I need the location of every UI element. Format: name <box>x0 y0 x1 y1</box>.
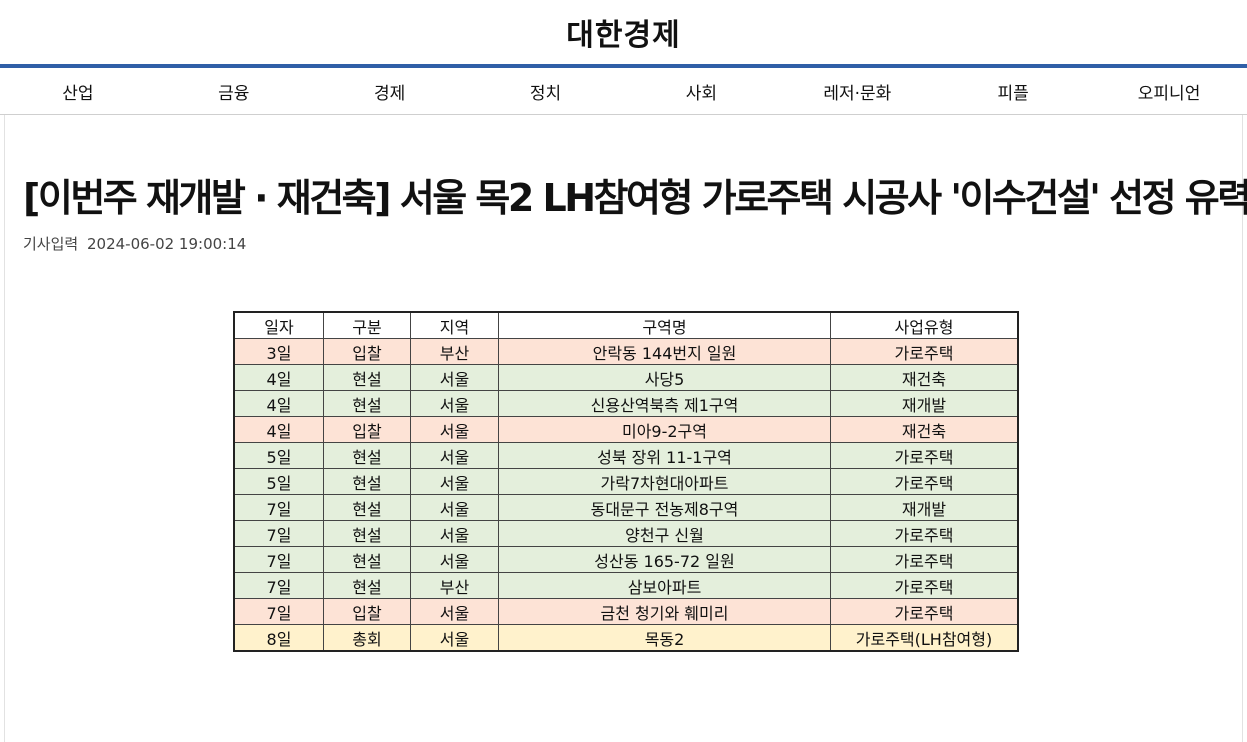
cell-type: 입찰 <box>323 338 411 365</box>
cell-region: 서울 <box>410 416 499 443</box>
main-nav: 산업 금융 경제 정치 사회 레저·문화 피플 오피니언 <box>0 68 1247 115</box>
cell-zone-name: 목동2 <box>498 624 831 652</box>
cell-day: 4일 <box>233 364 324 391</box>
cell-day: 4일 <box>233 390 324 417</box>
table-row: 8일 총회 서울 목동2 가로주택(LH참여형) <box>233 624 1019 652</box>
cell-type: 현설 <box>323 390 411 417</box>
cell-day: 4일 <box>233 416 324 443</box>
site-header: 대한경제 산업 금융 경제 정치 사회 레저·문화 피플 오피니언 <box>0 0 1247 115</box>
cell-day: 7일 <box>233 494 324 521</box>
cell-project-type: 가로주택 <box>830 546 1019 573</box>
cell-project-type: 재건축 <box>830 364 1019 391</box>
site-logo[interactable]: 대한경제 <box>566 18 681 53</box>
table-row: 4일 현설 서울 사당5 재건축 <box>233 364 1019 391</box>
cell-type: 현설 <box>323 572 411 599</box>
article-meta: 기사입력 2024-06-02 19:00:14 <box>23 233 246 254</box>
published-date: 2024-06-02 19:00:14 <box>86 235 247 253</box>
nav-item-industry[interactable]: 산업 <box>62 83 94 104</box>
header-project-type: 사업유형 <box>830 311 1019 339</box>
cell-project-type: 가로주택 <box>830 468 1019 495</box>
cell-zone-name: 성북 장위 11-1구역 <box>498 442 831 469</box>
nav-item-economy[interactable]: 경제 <box>374 83 406 104</box>
cell-type: 입찰 <box>323 598 411 625</box>
cell-day: 8일 <box>233 624 324 652</box>
cell-region: 서울 <box>410 624 499 652</box>
cell-region: 부산 <box>410 572 499 599</box>
cell-zone-name: 사당5 <box>498 364 831 391</box>
table-row: 4일 입찰 서울 미아9-2구역 재건축 <box>233 416 1019 443</box>
header-divider <box>0 64 1247 68</box>
cell-region: 서울 <box>410 520 499 547</box>
masthead: 대한경제 <box>0 0 1247 64</box>
table-row: 7일 현설 서울 동대문구 전농제8구역 재개발 <box>233 494 1019 521</box>
table-row: 5일 현설 서울 성북 장위 11-1구역 가로주택 <box>233 442 1019 469</box>
published-label: 기사입력 <box>23 235 79 253</box>
cell-type: 현설 <box>323 494 411 521</box>
cell-zone-name: 삼보아파트 <box>498 572 831 599</box>
table-row: 7일 입찰 서울 금천 청기와 훼미리 가로주택 <box>233 598 1019 625</box>
cell-day: 5일 <box>233 468 324 495</box>
header-day: 일자 <box>233 311 324 339</box>
table-row: 7일 현설 부산 삼보아파트 가로주택 <box>233 572 1019 599</box>
cell-zone-name: 미아9-2구역 <box>498 416 831 443</box>
cell-project-type: 가로주택 <box>830 520 1019 547</box>
cell-project-type: 재개발 <box>830 494 1019 521</box>
cell-zone-name: 성산동 165-72 일원 <box>498 546 831 573</box>
header-region: 지역 <box>410 311 499 339</box>
table-row: 7일 현설 서울 성산동 165-72 일원 가로주택 <box>233 546 1019 573</box>
cell-project-type: 가로주택(LH참여형) <box>830 624 1019 652</box>
cell-type: 현설 <box>323 520 411 547</box>
nav-item-people[interactable]: 피플 <box>997 83 1029 104</box>
cell-project-type: 재건축 <box>830 416 1019 443</box>
cell-day: 3일 <box>233 338 324 365</box>
cell-region: 부산 <box>410 338 499 365</box>
nav-item-society[interactable]: 사회 <box>685 83 718 104</box>
cell-zone-name: 양천구 신월 <box>498 520 831 547</box>
cell-day: 7일 <box>233 546 324 573</box>
table-row: 4일 현설 서울 신용산역북측 제1구역 재개발 <box>233 390 1019 417</box>
schedule-table: 일자 구분 지역 구역명 사업유형 3일 입찰 부산 안락동 144번지 일원 가로주택… <box>233 311 1019 652</box>
cell-project-type: 가로주택 <box>830 572 1019 599</box>
cell-type: 현설 <box>323 364 411 391</box>
table-row: 5일 현설 서울 가락7차현대아파트 가로주택 <box>233 468 1019 495</box>
cell-region: 서울 <box>410 598 499 625</box>
cell-project-type: 가로주택 <box>830 598 1019 625</box>
cell-region: 서울 <box>410 364 499 391</box>
nav-item-politics[interactable]: 정치 <box>529 83 562 104</box>
table-row: 3일 입찰 부산 안락동 144번지 일원 가로주택 <box>233 338 1019 365</box>
nav-item-finance[interactable]: 금융 <box>218 83 250 104</box>
cell-zone-name: 금천 청기와 훼미리 <box>498 598 831 625</box>
article-headline: [이번주 재개발 · 재건축] 서울 목2 LH참여형 가로주택 시공사 '이수… <box>23 176 1247 220</box>
cell-project-type: 재개발 <box>830 390 1019 417</box>
cell-region: 서울 <box>410 494 499 521</box>
cell-day: 7일 <box>233 598 324 625</box>
cell-region: 서울 <box>410 442 499 469</box>
cell-day: 7일 <box>233 520 324 547</box>
cell-type: 현설 <box>323 442 411 469</box>
nav-item-opinion[interactable]: 오피니언 <box>1137 83 1201 104</box>
article-content: [이번주 재개발 · 재건축] 서울 목2 LH참여형 가로주택 시공사 '이수… <box>4 115 1247 742</box>
cell-type: 현설 <box>323 546 411 573</box>
cell-type: 총회 <box>323 624 411 652</box>
cell-region: 서울 <box>410 390 499 417</box>
cell-zone-name: 안락동 144번지 일원 <box>498 338 831 365</box>
cell-zone-name: 신용산역북측 제1구역 <box>498 390 831 417</box>
cell-project-type: 가로주택 <box>830 442 1019 469</box>
cell-day: 7일 <box>233 572 324 599</box>
header-zone-name: 구역명 <box>498 311 831 339</box>
cell-project-type: 가로주택 <box>830 338 1019 365</box>
table-header-row: 일자 구분 지역 구역명 사업유형 <box>233 311 1019 339</box>
table-body: 3일 입찰 부산 안락동 144번지 일원 가로주택 4일 현설 서울 사당5 재건축 4일 현설 서울… <box>233 338 1019 652</box>
cell-day: 5일 <box>233 442 324 469</box>
cell-zone-name: 가락7차현대아파트 <box>498 468 831 495</box>
cell-region: 서울 <box>410 468 499 495</box>
cell-type: 입찰 <box>323 416 411 443</box>
header-type: 구분 <box>323 311 411 339</box>
table-row: 7일 현설 서울 양천구 신월 가로주택 <box>233 520 1019 547</box>
cell-region: 서울 <box>410 546 499 573</box>
cell-type: 현설 <box>323 468 411 495</box>
cell-zone-name: 동대문구 전농제8구역 <box>498 494 831 521</box>
nav-item-leisure-culture[interactable]: 레저·문화 <box>823 83 892 104</box>
